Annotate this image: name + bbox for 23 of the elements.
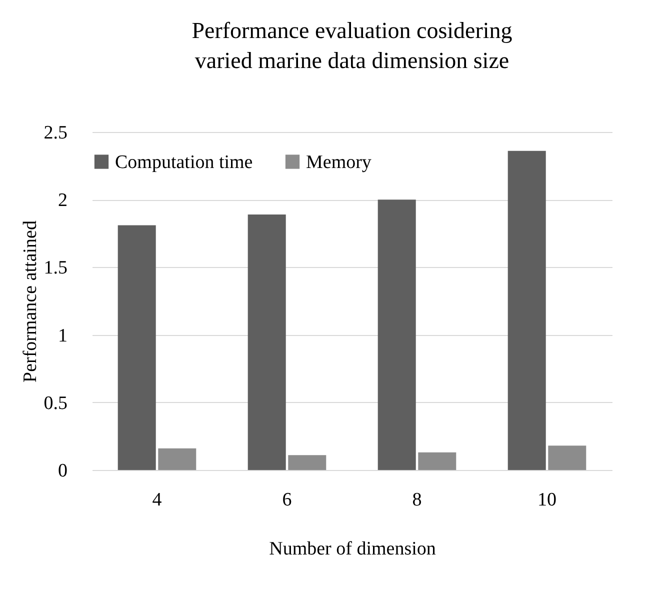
bar [118,225,156,470]
y-axis-title: Performance attained [20,220,41,382]
bar [288,455,326,470]
y-tick-label: 2.5 [44,122,68,144]
bar [378,200,416,470]
y-tick-label: 1.5 [44,258,68,279]
x-axis-title: Number of dimension [269,538,436,560]
legend-label: Computation time [115,152,253,173]
x-tick-label: 10 [538,490,556,510]
bar [418,452,456,470]
y-tick-label: 2 [58,190,68,212]
y-tick-label: 1 [58,325,68,346]
bar [508,150,546,470]
x-tick-label: 8 [412,490,422,510]
x-tick-label: 6 [282,490,292,510]
chart-title: Performance evaluation cosidering varied marine data dimension size [192,18,513,73]
y-tick-label: 0 [58,460,68,482]
bar [158,448,196,470]
x-tick-label: 4 [152,490,162,510]
y-tick-label: 0.5 [44,392,68,414]
bar [548,446,586,470]
bar [248,214,286,470]
legend-label: Memory [306,152,372,173]
